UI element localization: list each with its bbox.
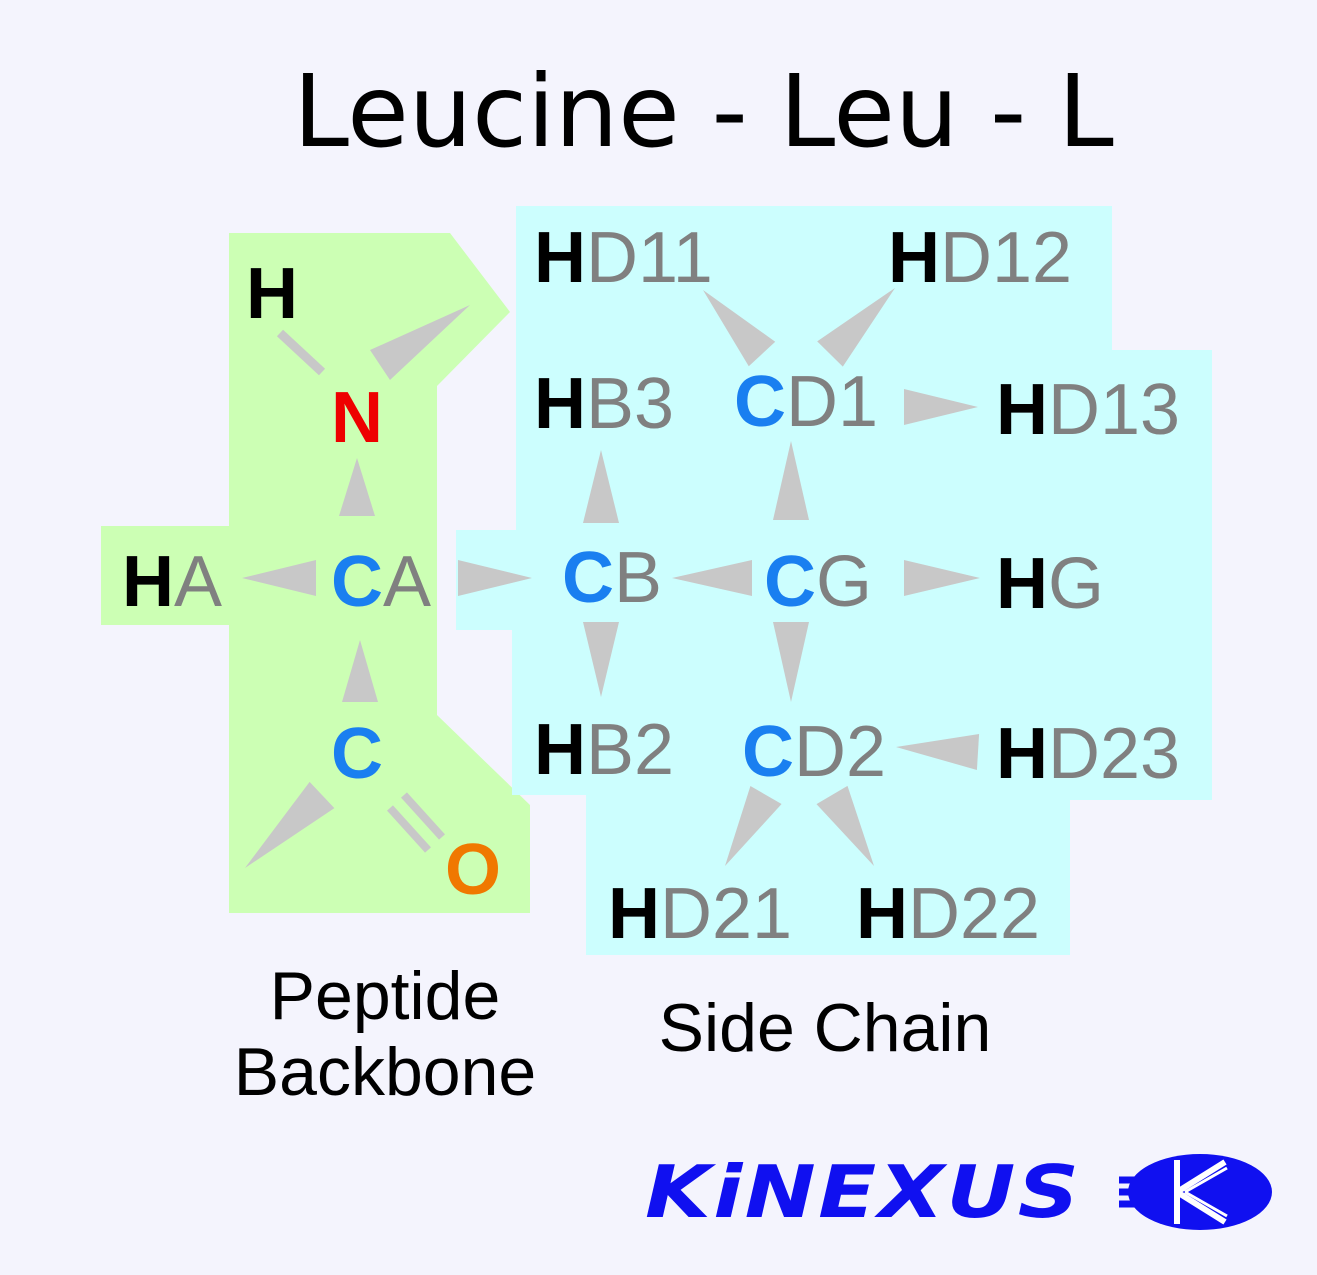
atom-n-element: N	[331, 378, 383, 458]
atom-ha: HA	[122, 546, 222, 618]
atom-h-element: H	[246, 254, 298, 334]
atom-cd1-suffix: D1	[786, 362, 879, 442]
arrow-cd2-hd22	[816, 785, 874, 866]
atom-h: H	[246, 258, 298, 330]
arrow-ca-n	[339, 458, 375, 516]
atom-hb3-suffix: B3	[586, 364, 675, 444]
atom-hd13: HD13	[996, 374, 1180, 446]
arrow-cg-cd1	[773, 441, 809, 520]
atom-hd23-element: H	[996, 714, 1048, 794]
atom-hd11-element: H	[534, 218, 586, 298]
atom-hd11-suffix: D11	[586, 218, 713, 298]
atom-hd21-element: H	[608, 874, 660, 954]
atom-cb-element: C	[562, 538, 614, 618]
arrow-cd1-hd11	[703, 290, 776, 367]
atom-cb-suffix: B	[614, 538, 663, 618]
atom-c: C	[331, 718, 383, 790]
atom-hd22-suffix: D22	[908, 874, 1041, 954]
arrow-cd1-hd13	[904, 389, 978, 425]
atom-cg-element: C	[764, 542, 816, 622]
arrow-cb-hb2	[583, 622, 619, 697]
atom-hd12-element: H	[888, 218, 940, 298]
atom-cb: CB	[562, 542, 662, 614]
atom-cd1-element: C	[734, 362, 786, 442]
kinexus-logo: KiNEXUS	[645, 1150, 1275, 1232]
backbone-caption-line2: Backbone	[233, 1034, 537, 1111]
bond-h-n	[276, 329, 326, 376]
atom-hd13-element: H	[996, 370, 1048, 450]
atom-ca-element: C	[331, 542, 383, 622]
page-title: Leucine - Leu - L	[293, 53, 1114, 170]
atom-hb3-element: H	[534, 364, 586, 444]
atom-hd12: HD12	[888, 222, 1072, 294]
arrow-cg-hg	[904, 560, 980, 596]
atom-hg: HG	[996, 548, 1104, 620]
arrow-c-nh	[245, 781, 335, 868]
atom-hb2-element: H	[534, 710, 586, 790]
arrow-ca-ha	[242, 560, 316, 596]
atom-n: N	[331, 382, 383, 454]
atom-hb2: HB2	[534, 714, 674, 786]
atom-hd22: HD22	[856, 878, 1040, 950]
side-chain-region	[456, 206, 1212, 955]
atom-hd21: HD21	[608, 878, 792, 950]
atom-o: O	[445, 834, 501, 906]
arrow-n-h	[370, 305, 470, 380]
arrow-cd1-hd12	[817, 288, 895, 367]
atom-hd22-element: H	[856, 874, 908, 954]
atom-ca: CA	[331, 546, 431, 618]
atom-hd13-suffix: D13	[1048, 370, 1181, 450]
arrow-ca-cb	[458, 560, 532, 596]
side-chain-caption: Side Chain	[658, 990, 992, 1066]
atom-cd2-element: C	[742, 712, 794, 792]
atom-cd2-suffix: D2	[794, 712, 887, 792]
atom-c-element: C	[331, 714, 383, 794]
arrow-ca-c	[342, 640, 378, 702]
atom-o-element: O	[445, 830, 502, 910]
atom-ha-suffix: A	[174, 542, 223, 622]
kinexus-logo-text: KiNEXUS	[645, 1150, 1082, 1234]
atom-ca-suffix: A	[383, 542, 432, 622]
atom-hd12-suffix: D12	[940, 218, 1073, 298]
backbone-caption-line1: Peptide	[269, 958, 501, 1034]
atom-hd23: HD23	[996, 718, 1180, 790]
arrow-cg-cd2	[773, 622, 809, 702]
atom-cg-suffix: G	[816, 542, 873, 622]
atom-hd11: HD11	[534, 222, 713, 294]
atom-cg: CG	[764, 546, 872, 618]
arrow-cd2-hd21	[725, 785, 782, 866]
atom-hd21-suffix: D21	[660, 874, 793, 954]
backbone-caption: Peptide Backbone	[200, 958, 570, 1110]
atom-hb3: HB3	[534, 368, 674, 440]
kinexus-k-emblem-icon	[1119, 1154, 1272, 1230]
double-bond-c-o-1	[387, 805, 431, 853]
atom-ha-element: H	[122, 542, 174, 622]
atom-cd2: CD2	[742, 716, 886, 788]
arrow-cg-cb	[672, 560, 752, 596]
arrow-hd23-cd2	[896, 734, 980, 770]
atom-hd23-suffix: D23	[1048, 714, 1181, 794]
atom-cd1: CD1	[734, 366, 878, 438]
atom-hb2-suffix: B2	[586, 710, 675, 790]
atom-hg-element: H	[996, 544, 1048, 624]
arrow-cb-hb3	[583, 450, 619, 523]
atom-hg-suffix: G	[1048, 544, 1105, 624]
double-bond-c-o-2	[401, 792, 445, 840]
